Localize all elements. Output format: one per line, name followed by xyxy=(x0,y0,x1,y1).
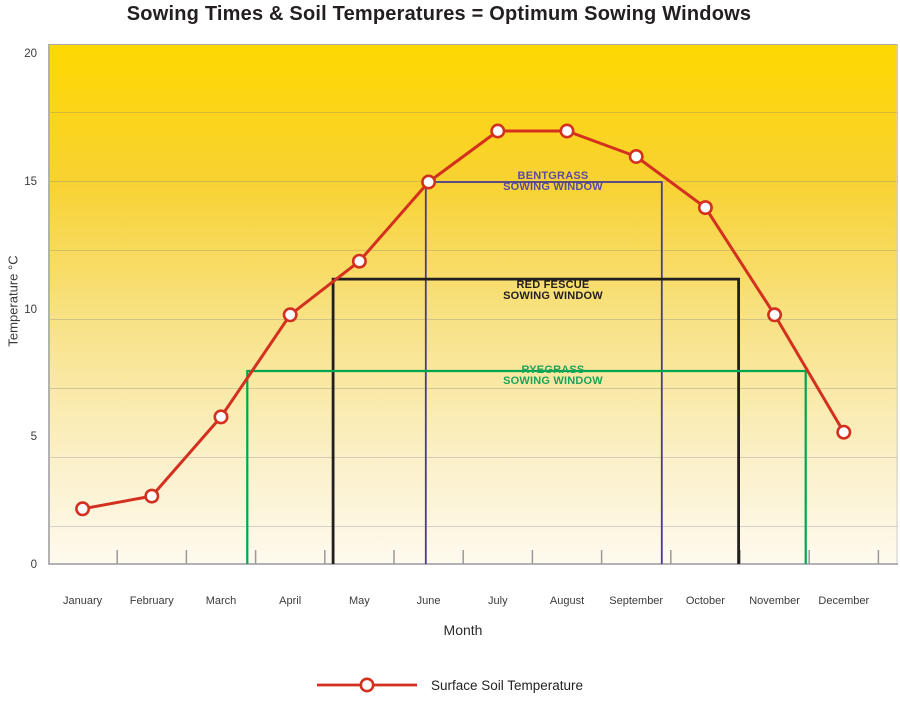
sowing-window-label: RYEGRASS SOWING WINDOW xyxy=(503,363,603,387)
month-label: May xyxy=(349,595,370,607)
month-label: October xyxy=(685,595,725,607)
sowing-window-label: RED FESCUE SOWING WINDOW xyxy=(503,279,603,303)
y-tick-label: 20 xyxy=(24,48,37,61)
legend: Surface Soil Temperature xyxy=(0,671,900,699)
month-label: July xyxy=(488,595,508,607)
y-tick-label: 15 xyxy=(24,176,37,189)
y-tick-label: 5 xyxy=(30,431,37,444)
month-label: November xyxy=(749,595,800,607)
chart-canvas xyxy=(48,44,898,565)
month-label: December xyxy=(818,595,870,607)
month-label: August xyxy=(549,595,585,607)
y-tick-label: 0 xyxy=(30,559,37,571)
y-axis-title: Temperature °C xyxy=(5,255,21,347)
chart-title: Sowing Times & Soil Temperatures = Optim… xyxy=(126,3,752,25)
x-axis-title: Month xyxy=(443,622,483,638)
y-tick-label: 10 xyxy=(24,303,37,316)
legend-label: Surface Soil Temperature xyxy=(430,677,584,693)
month-label: June xyxy=(416,595,441,607)
month-label: April xyxy=(279,595,302,607)
month-label: September xyxy=(609,595,664,607)
legend-line-marker-icon xyxy=(316,677,417,693)
month-label: March xyxy=(205,595,237,607)
month-label: January xyxy=(63,595,103,607)
plot-area: BENTGRASS SOWING WINDOW RED FESCUE SOWING W… xyxy=(48,44,898,565)
month-label: February xyxy=(129,595,174,607)
sowing-window-label: BENTGRASS SOWING WINDOW xyxy=(503,170,603,194)
